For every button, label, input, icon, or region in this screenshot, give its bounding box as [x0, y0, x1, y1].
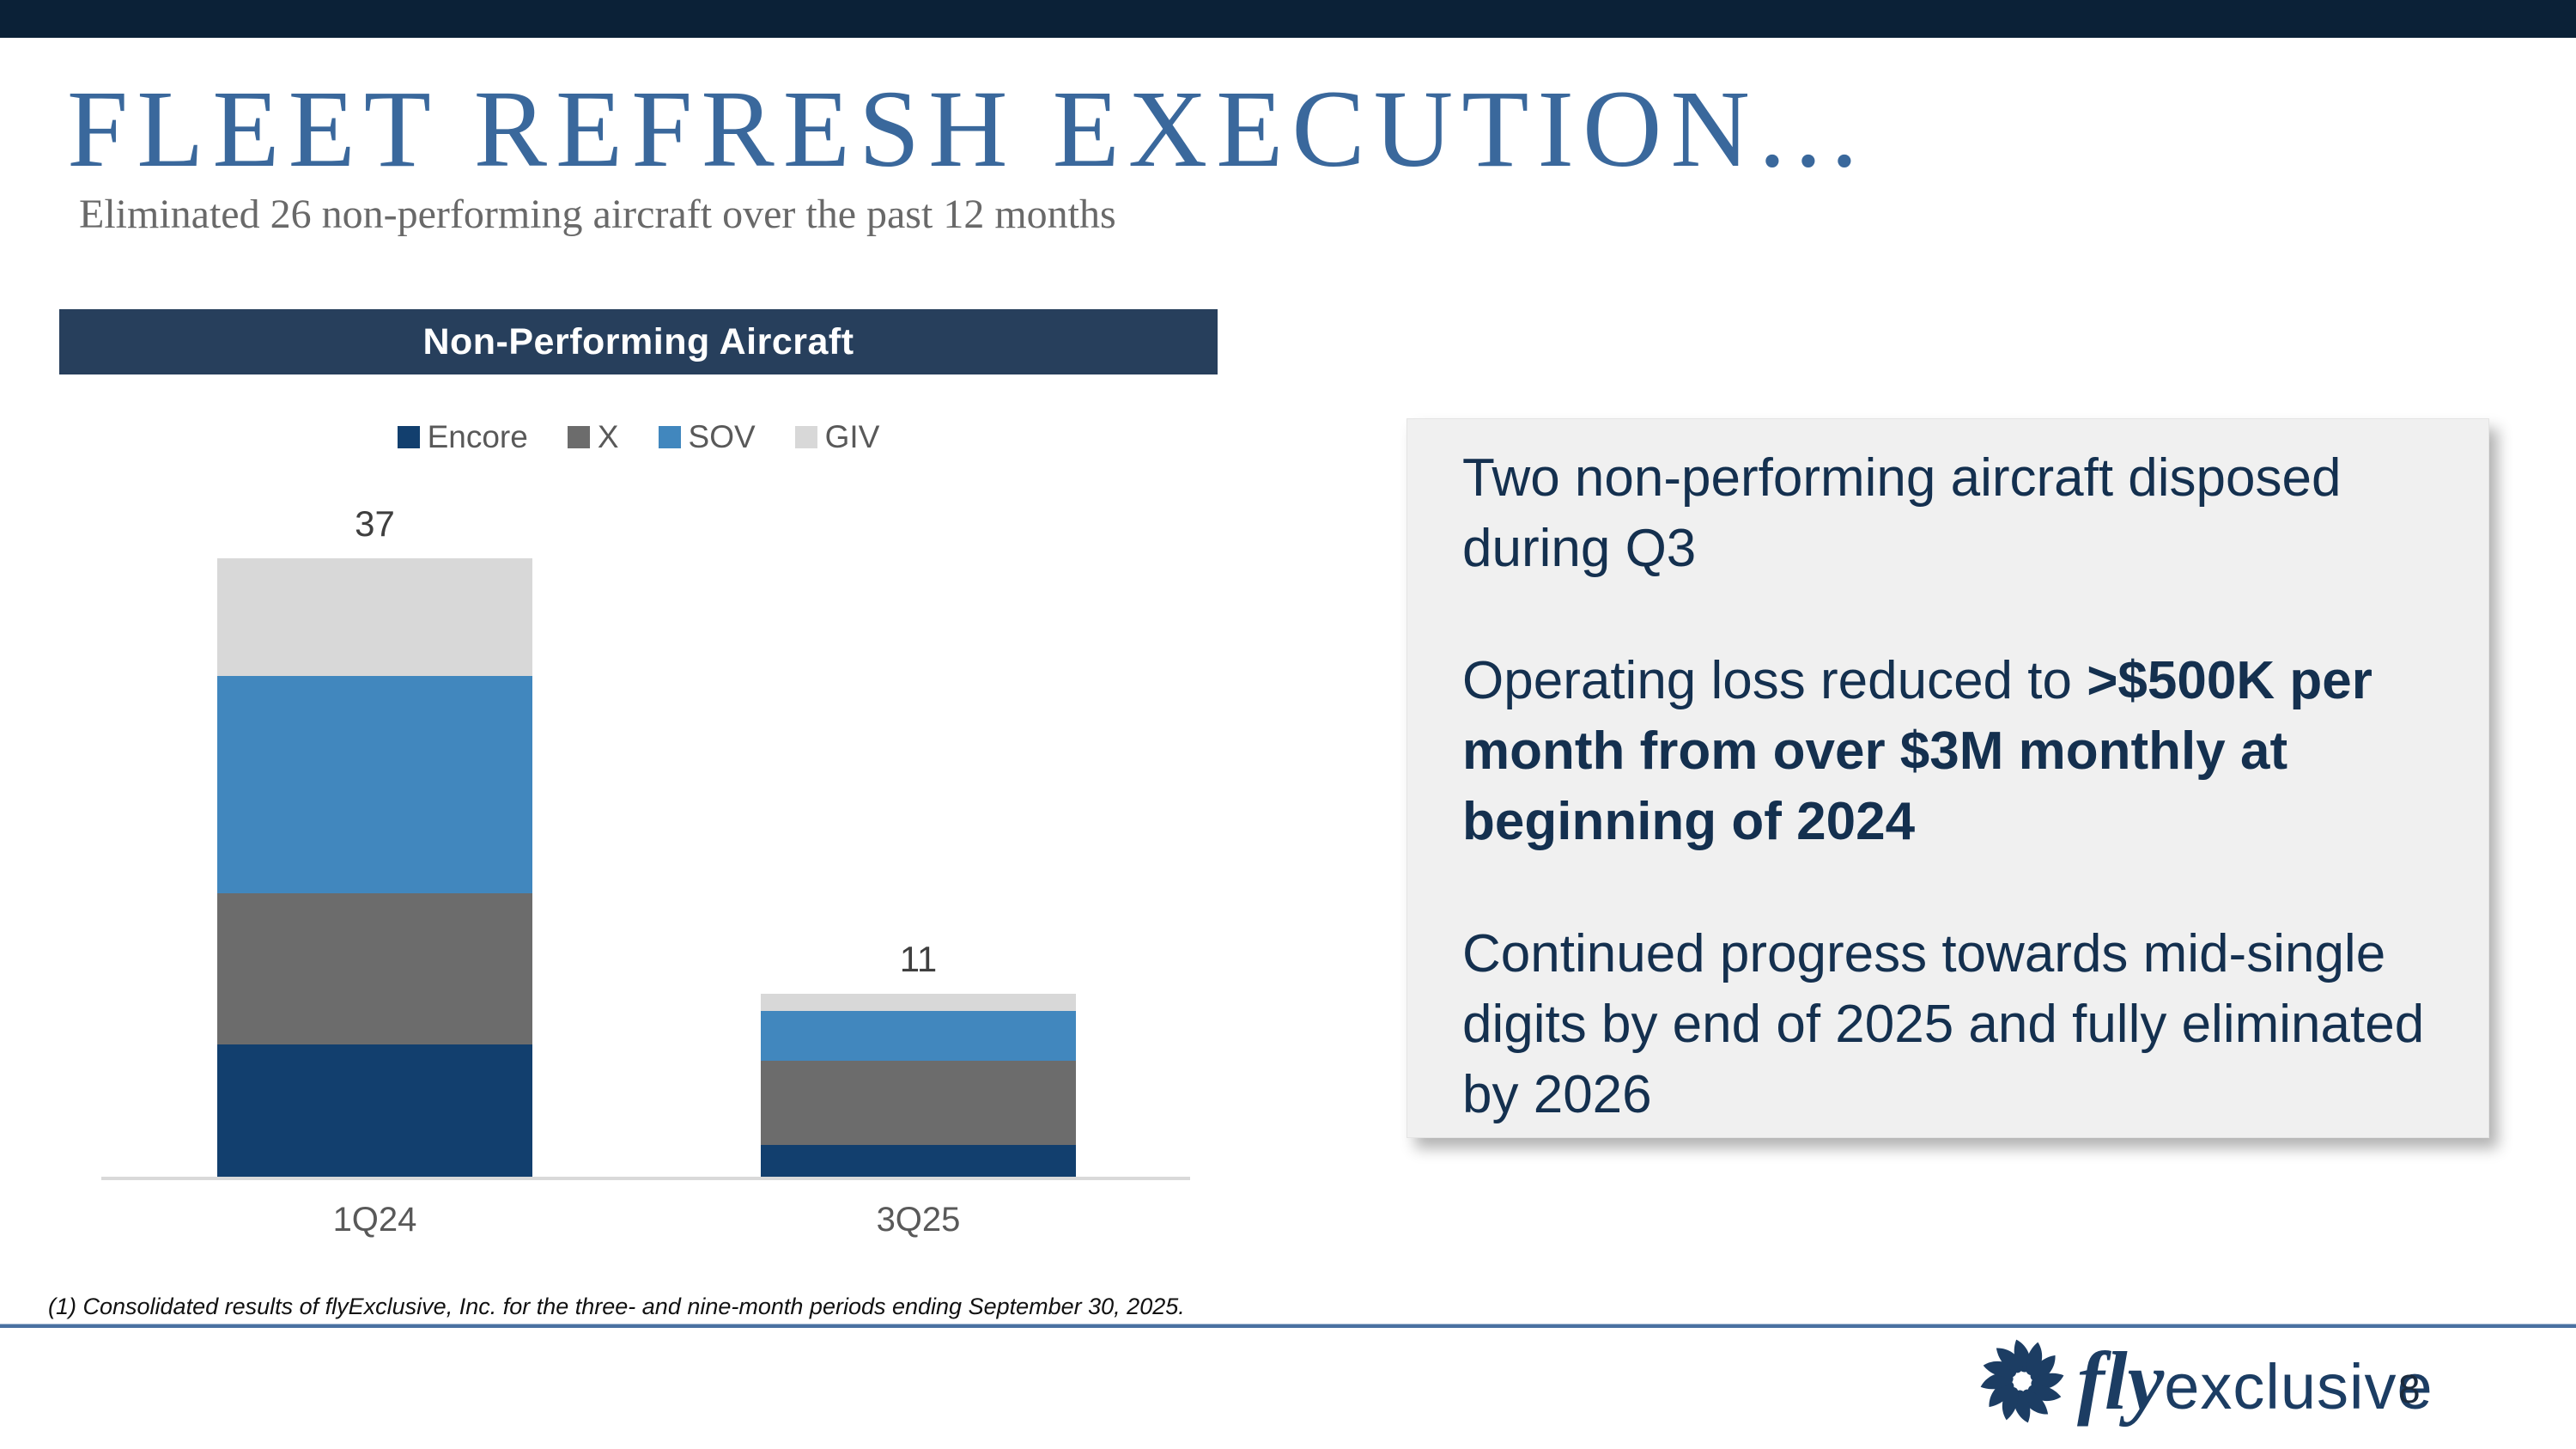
bar-segment-3q25-giv — [761, 994, 1076, 1011]
legend-swatch-icon — [794, 426, 817, 448]
legend-item-x: X — [567, 419, 619, 455]
callout-text: Two non-performing aircraft disposed dur… — [1462, 448, 2342, 578]
legend-label: SOV — [688, 419, 756, 454]
legend-swatch-icon — [658, 426, 681, 448]
pinwheel-swirl-icon — [1980, 1339, 2064, 1423]
category-label-1q24: 1Q24 — [332, 1201, 417, 1239]
bar-total-label-3q25: 11 — [899, 939, 938, 980]
legend-item-encore: Encore — [397, 419, 528, 455]
top-accent-bar — [0, 0, 2576, 38]
callout-text: Operating loss reduced to — [1462, 651, 2087, 710]
page-title: FLEET REFRESH EXECUTION... — [67, 68, 1867, 190]
legend-item-giv: GIV — [794, 419, 880, 455]
x-axis-line — [101, 1177, 1190, 1180]
logo-exclusive-label: exclusive — [2164, 1351, 2433, 1422]
bar-segment-1q24-giv — [217, 558, 532, 676]
legend-label: GIV — [824, 419, 880, 454]
chart-title-bar: Non-Performing Aircraft — [59, 309, 1218, 374]
callout-text-bold: >$500K per month from over $3M monthly a… — [1462, 651, 2372, 851]
bar-segment-3q25-sov — [761, 1010, 1076, 1062]
page-subtitle: Eliminated 26 non-performing aircraft ov… — [79, 192, 1116, 237]
page-number: 8 — [2398, 1367, 2421, 1411]
legend-swatch-icon — [397, 426, 420, 448]
bar-segment-3q25-x — [761, 1061, 1076, 1145]
footer-divider-line — [0, 1324, 2576, 1328]
legend-item-sov: SOV — [658, 419, 756, 455]
legend-label: X — [597, 419, 619, 454]
logo-text: fly exclusive — [2077, 1340, 2433, 1422]
bar-segment-3q25-encore — [761, 1144, 1076, 1178]
flyexclusive-logo: fly exclusive — [1978, 1336, 2433, 1426]
chart-title-label: Non-Performing Aircraft — [422, 320, 854, 362]
callout-box: Two non-performing aircraft disposed dur… — [1406, 418, 2489, 1138]
pinwheel-blade — [2030, 1355, 2056, 1382]
pinwheel-blade — [2021, 1389, 2049, 1415]
chart-legend: Encore X SOV GIV — [59, 419, 1218, 455]
legend-swatch-icon — [567, 426, 590, 448]
callout-paragraph-3: Continued progress towards mid-single di… — [1462, 919, 2437, 1130]
bar-segment-1q24-encore — [217, 1044, 532, 1178]
pinwheel-blade — [1989, 1380, 2014, 1408]
callout-text: Continued progress towards mid-single di… — [1462, 924, 2425, 1124]
pinwheel-blade — [1996, 1348, 2023, 1373]
legend-label: Encore — [427, 419, 528, 454]
bar-total-label-1q24: 37 — [355, 503, 395, 545]
logo-fly-label: fly — [2077, 1335, 2165, 1427]
callout-paragraph-2: Operating loss reduced to >$500K per mon… — [1462, 646, 2437, 857]
bar-segment-1q24-x — [217, 893, 532, 1044]
category-label-3q25: 3Q25 — [876, 1201, 961, 1239]
bar-segment-1q24-sov — [217, 675, 532, 894]
footnote: (1) Consolidated results of flyExclusive… — [48, 1294, 1185, 1319]
callout-paragraph-1: Two non-performing aircraft disposed dur… — [1462, 443, 2437, 584]
